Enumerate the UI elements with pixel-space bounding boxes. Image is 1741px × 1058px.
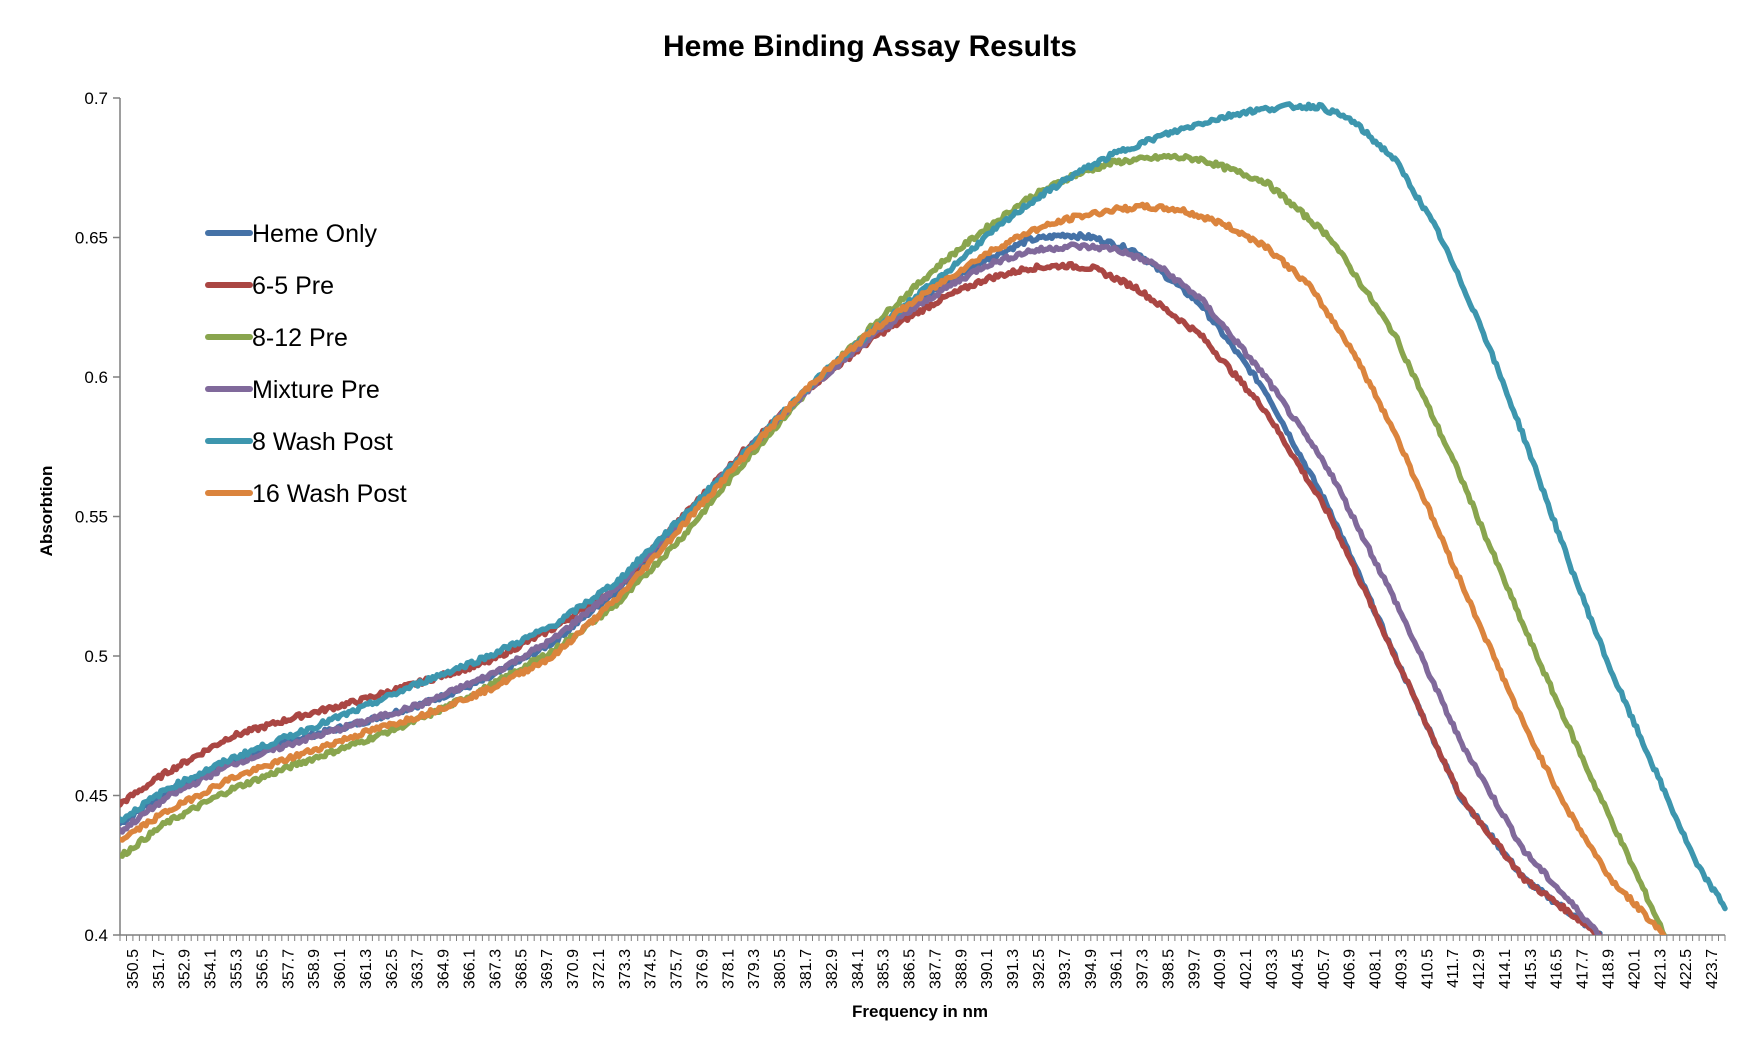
x-axis-title: Frequency in nm	[852, 1002, 988, 1021]
x-tick-label: 422.5	[1678, 949, 1695, 989]
y-tick-label: 0.55	[75, 508, 108, 527]
x-tick-label: 364.9	[436, 949, 453, 989]
y-tick-label: 0.65	[75, 229, 108, 248]
legend-label: 8-12 Pre	[252, 324, 348, 352]
x-tick-label: 360.1	[332, 949, 349, 989]
series-line-2	[120, 152, 1668, 935]
legend: Heme Only 6-5 Pre 8-12 Pre Mixture Pre 8 Was…	[205, 220, 407, 508]
x-tick-label: 414.1	[1497, 949, 1514, 989]
series-line-4	[120, 101, 1728, 912]
x-tick-label: 388.9	[953, 949, 970, 989]
x-tick-label: 420.1	[1626, 949, 1643, 989]
x-tick-label: 405.7	[1316, 949, 1333, 989]
x-tick-label: 418.9	[1601, 949, 1618, 989]
x-tick-label: 379.3	[746, 949, 763, 989]
x-tick-label: 391.3	[1005, 949, 1022, 989]
x-tick-label: 403.3	[1264, 949, 1281, 989]
y-tick-label: 0.45	[75, 787, 108, 806]
legend-label: Mixture Pre	[252, 376, 380, 404]
series-line-5	[120, 201, 1667, 935]
x-tick-label: 373.3	[617, 949, 634, 989]
x-tick-label: 357.7	[280, 949, 297, 989]
x-tick-label: 350.5	[125, 949, 142, 989]
x-tick-label: 366.1	[461, 949, 478, 989]
x-tick-label: 381.7	[798, 949, 815, 989]
x-tick-label: 362.5	[384, 949, 401, 989]
legend-label: 8 Wash Post	[252, 428, 393, 456]
x-tick-label: 387.7	[927, 949, 944, 989]
x-tick-label: 376.9	[694, 949, 711, 989]
x-tick-label: 374.5	[643, 949, 660, 989]
x-tick-label: 417.7	[1575, 949, 1592, 989]
y-tick-label: 0.5	[84, 647, 108, 666]
x-tick-label: 369.7	[539, 949, 556, 989]
x-tick-label: 358.9	[306, 949, 323, 989]
x-tick-label: 372.1	[591, 949, 608, 989]
x-tick-label: 354.1	[203, 949, 220, 989]
series-line-1	[120, 260, 1603, 935]
x-tick-label: 356.5	[254, 949, 271, 989]
x-tick-label: 398.5	[1160, 949, 1177, 989]
y-axis-title: Absorbtion	[37, 466, 56, 557]
x-tick-label: 361.3	[358, 949, 375, 989]
y-tick-label: 0.4	[84, 926, 108, 945]
x-tick-label: 370.9	[565, 949, 582, 989]
x-tick-label: 408.1	[1368, 949, 1385, 989]
x-minor-ticks	[119, 935, 1726, 941]
series-lines	[120, 101, 1728, 935]
x-tick-label: 351.7	[151, 949, 168, 989]
chart-title: Heme Binding Assay Results	[663, 30, 1077, 63]
x-tick-label: 380.5	[772, 949, 789, 989]
x-tick-label: 421.3	[1652, 949, 1669, 989]
x-tick-label: 385.3	[876, 949, 893, 989]
x-tick-label: 394.9	[1083, 949, 1100, 989]
x-tick-label: 378.1	[720, 949, 737, 989]
x-tick-label: 415.3	[1523, 949, 1540, 989]
x-tick-label: 386.5	[902, 949, 919, 989]
x-tick-label: 410.5	[1419, 949, 1436, 989]
x-tick-label: 393.7	[1057, 949, 1074, 989]
x-tick-label: 375.7	[669, 949, 686, 989]
x-tick-label: 367.3	[487, 949, 504, 989]
y-tick-label: 0.6	[84, 368, 108, 387]
x-tick-label: 406.9	[1342, 949, 1359, 989]
x-tick-label: 392.5	[1031, 949, 1048, 989]
x-tick-label: 399.7	[1186, 949, 1203, 989]
legend-label: 6-5 Pre	[252, 272, 334, 300]
x-tick-label: 423.7	[1704, 949, 1721, 989]
x-tick-label: 382.9	[824, 949, 841, 989]
x-tick-label: 396.1	[1109, 949, 1126, 989]
x-tick-label: 402.1	[1238, 949, 1255, 989]
x-tick-label: 352.9	[177, 949, 194, 989]
x-tick-label: 412.9	[1471, 949, 1488, 989]
legend-label: Heme Only	[252, 220, 378, 248]
x-tick-label: 355.3	[228, 949, 245, 989]
x-tick-label: 397.3	[1135, 949, 1152, 989]
x-tick-label: 411.7	[1445, 949, 1462, 988]
x-tick-label: 363.7	[410, 949, 427, 989]
x-tick-label: 368.5	[513, 949, 530, 989]
x-tick-label: 416.5	[1549, 949, 1566, 989]
x-tick-label: 400.9	[1212, 949, 1229, 989]
x-tick-label: 384.1	[850, 949, 867, 989]
x-tick-label: 390.1	[979, 949, 996, 989]
axes: 0.4 0.45 0.5 0.55 0.6 0.65 0.7 350.5 351.7 352.9 3…	[75, 89, 1726, 989]
legend-label: 16 Wash Post	[252, 480, 407, 508]
y-tick-label: 0.7	[84, 89, 108, 108]
x-tick-label: 404.5	[1290, 949, 1307, 989]
x-tick-label: 409.3	[1393, 949, 1410, 989]
